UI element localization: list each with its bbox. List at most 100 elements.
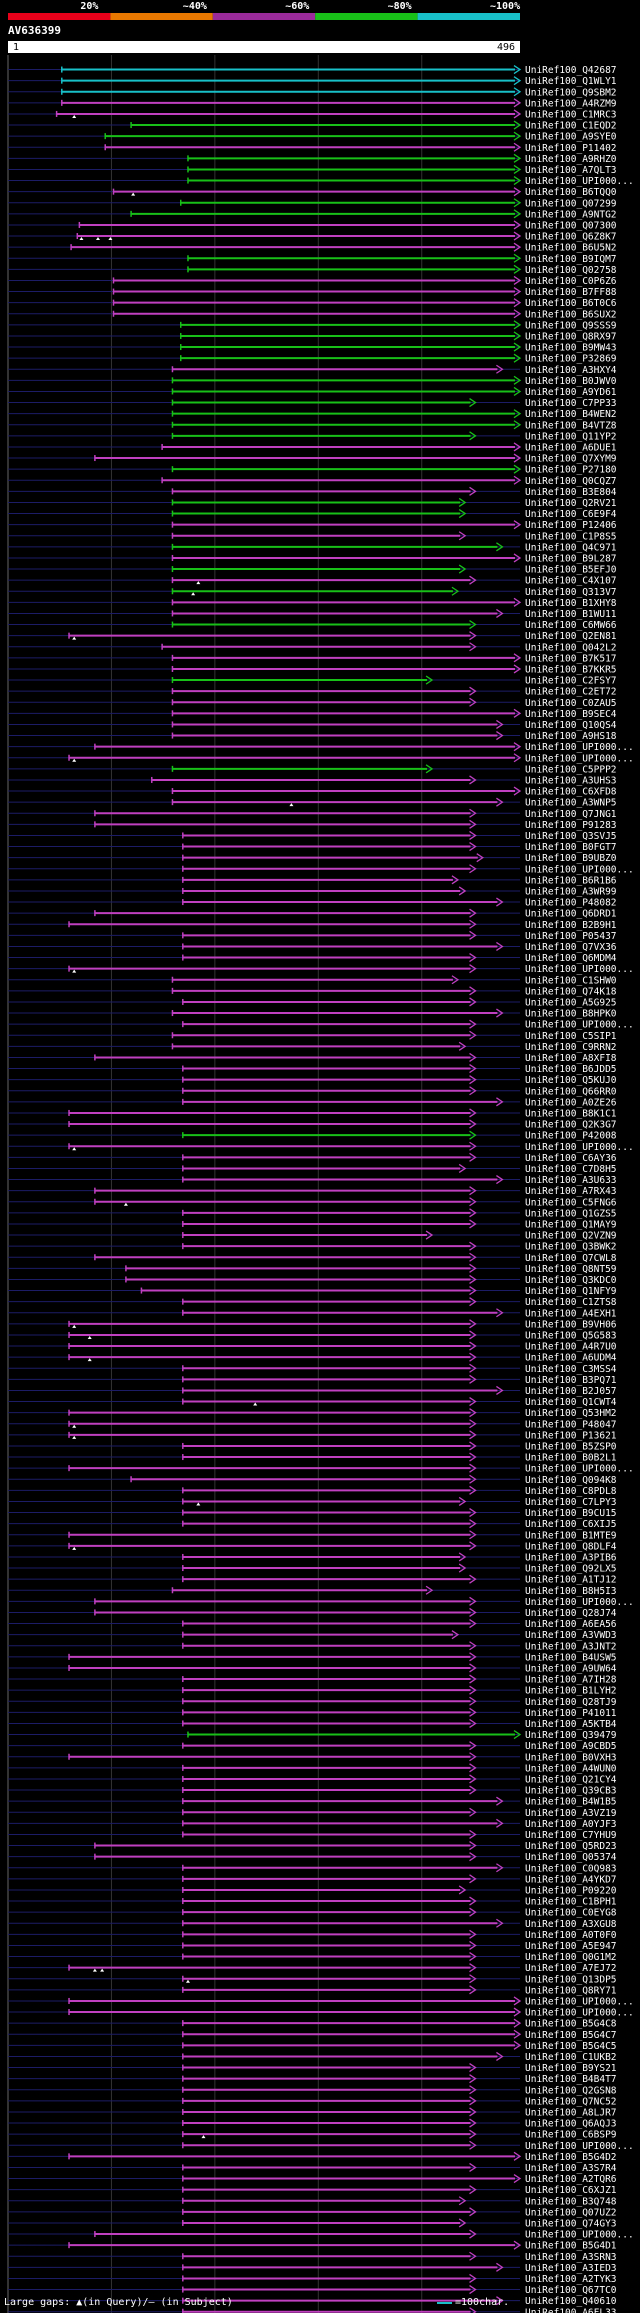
hit-label: UniRef100_Q2VZN9	[525, 1231, 617, 1242]
hit-row: UniRef100_B0VXH3	[8, 1752, 617, 1763]
hit-label: UniRef100_B3PQ71	[525, 1375, 617, 1386]
hit-label: UniRef100_P41011	[525, 1708, 617, 1719]
hit-label: UniRef100_C6AY36	[525, 1153, 617, 1164]
hit-end-arrow	[451, 875, 460, 885]
hit-end-arrow	[469, 1108, 477, 1118]
hit-label: UniRef100_B4WEN2	[525, 409, 617, 420]
hit-label: UniRef100_Q07UZ2	[525, 2207, 617, 2218]
hit-row: UniRef100_Q3SVJ5	[8, 830, 617, 842]
hit-row: UniRef100_UPI000...	[8, 964, 634, 975]
hit-label: UniRef100_Q3KDC0	[525, 1275, 617, 1286]
hit-row: UniRef100_P91283	[8, 819, 617, 831]
hit-label: UniRef100_B0JWV0	[525, 376, 617, 387]
hit-row: UniRef100_P09220	[8, 1885, 617, 1896]
hit-end-arrow	[469, 1807, 477, 1817]
hit-row: UniRef100_A7EJ72	[8, 1963, 617, 1974]
hit-end-arrow	[469, 1052, 477, 1062]
hit-label: UniRef100_Q10QS4	[525, 720, 617, 731]
hit-end-arrow	[425, 1585, 434, 1595]
hit-label: UniRef100_B4W1B5	[525, 1797, 617, 1808]
hit-label: UniRef100_A4R7U0	[525, 1342, 617, 1353]
hit-row: UniRef100_Q6DRD1	[8, 908, 617, 920]
hit-end-arrow	[469, 842, 477, 852]
hit-end-arrow	[513, 176, 522, 186]
hit-label: UniRef100_P48047	[525, 1419, 617, 1430]
hit-end-arrow	[458, 1041, 467, 1051]
hit-row: UniRef100_C8PDL8	[8, 1485, 617, 1497]
hit-end-arrow	[496, 1818, 504, 1828]
hit-end-arrow	[469, 2096, 477, 2106]
hit-label: UniRef100_C2ET72	[525, 687, 617, 698]
hit-end-arrow	[469, 930, 477, 940]
hit-label: UniRef100_C1BPH1	[525, 1897, 617, 1908]
hit-end-arrow	[513, 209, 522, 219]
hit-end-arrow	[469, 1785, 477, 1795]
hit-end-arrow	[513, 231, 522, 241]
legend-bar-5	[417, 13, 520, 20]
hit-end-arrow	[469, 1197, 477, 1207]
hit-row: UniRef100_Q11YP2	[8, 431, 617, 442]
hit-end-arrow	[425, 764, 434, 774]
large-gaps-legend: Large gaps: ▲(in Query)/– (in Subject)	[4, 2297, 233, 2308]
hit-row: UniRef100_Q05374	[8, 1852, 617, 1863]
hit-row: UniRef100_B5G4C7	[8, 2029, 617, 2041]
hit-row: UniRef100_A3VZ19	[8, 1807, 617, 1819]
hit-row: UniRef100_Q07300	[8, 220, 617, 231]
hit-row: UniRef100_B8H5I3	[8, 1585, 617, 1597]
hit-row: UniRef100_Q2VZN9	[8, 1230, 617, 1242]
hit-row: UniRef100_Q3BWK2	[8, 1241, 617, 1253]
legend-label-2: ~40%	[182, 1, 207, 12]
hit-row: UniRef100_A0YJF3	[8, 1818, 617, 1830]
query-ruler	[8, 41, 520, 53]
hit-label: UniRef100_P11402	[525, 143, 617, 154]
hit-label: UniRef100_Q39479	[525, 1730, 617, 1741]
hit-label: UniRef100_P48082	[525, 898, 617, 909]
hit-end-arrow	[513, 131, 522, 141]
hit-row: UniRef100_B4USW5	[8, 1652, 617, 1663]
query-gap-marker	[72, 114, 77, 118]
hit-row: UniRef100_C3MSS4	[8, 1363, 617, 1375]
hit-end-arrow	[513, 109, 522, 119]
hit-end-arrow	[469, 2129, 477, 2139]
hit-row: UniRef100_Q1GZS5	[8, 1208, 617, 1219]
hit-row: UniRef100_Q1CWT4	[8, 1397, 617, 1408]
hit-label: UniRef100_B2J057	[525, 1386, 617, 1397]
hit-end-arrow	[425, 675, 434, 685]
hit-end-arrow	[513, 65, 522, 75]
legend-bar-2	[110, 13, 213, 20]
hit-end-arrow	[469, 1685, 477, 1695]
hit-row: UniRef100_Q8DLF4	[8, 1541, 617, 1552]
query-gap-marker	[196, 581, 201, 585]
hit-label: UniRef100_C4X107	[525, 576, 617, 587]
query-gap-marker	[253, 1402, 258, 1406]
hit-end-arrow	[469, 908, 477, 918]
hit-row: UniRef100_C5FNG6	[8, 1197, 617, 1208]
hit-end-arrow	[469, 1130, 477, 1140]
hit-end-arrow	[469, 830, 477, 840]
hit-label: UniRef100_B9IQM7	[525, 254, 617, 265]
query-gap-marker	[131, 192, 136, 196]
hit-row: UniRef100_Q74GY3	[8, 2218, 617, 2229]
hit-row: UniRef100_Q5KUJ0	[8, 1075, 617, 1086]
hit-row: UniRef100_A3S7R4	[8, 2162, 617, 2174]
hit-row: UniRef100_C9RRN2	[8, 1041, 617, 1053]
hit-label: UniRef100_B9UBZ0	[525, 853, 617, 864]
hit-label: UniRef100_B4USW5	[525, 1652, 617, 1663]
legend-label-3: ~60%	[285, 1, 310, 12]
hit-label: UniRef100_B1WU11	[525, 609, 617, 620]
hit-end-arrow	[469, 486, 477, 496]
hit-end-arrow	[513, 2029, 522, 2039]
hit-label: UniRef100_B5G4D1	[525, 2241, 617, 2252]
hit-label: UniRef100_B7FF88	[525, 287, 617, 298]
hit-end-arrow	[469, 1852, 477, 1862]
hit-label: UniRef100_UPI000...	[525, 1996, 634, 2007]
hit-row: UniRef100_P48047	[8, 1419, 617, 1430]
hit-end-arrow	[469, 1019, 477, 1029]
hit-label: UniRef100_C5PPP2	[525, 764, 617, 775]
hit-label: UniRef100_A2TYK3	[525, 2274, 617, 2285]
hit-row: UniRef100_B5G4D1	[8, 2240, 617, 2252]
hit-label: UniRef100_A3VWD3	[525, 1630, 617, 1641]
hit-end-arrow	[469, 1252, 477, 1262]
hit-label: UniRef100_A4YKD7	[525, 1874, 617, 1885]
hit-end-arrow	[469, 1763, 477, 1773]
